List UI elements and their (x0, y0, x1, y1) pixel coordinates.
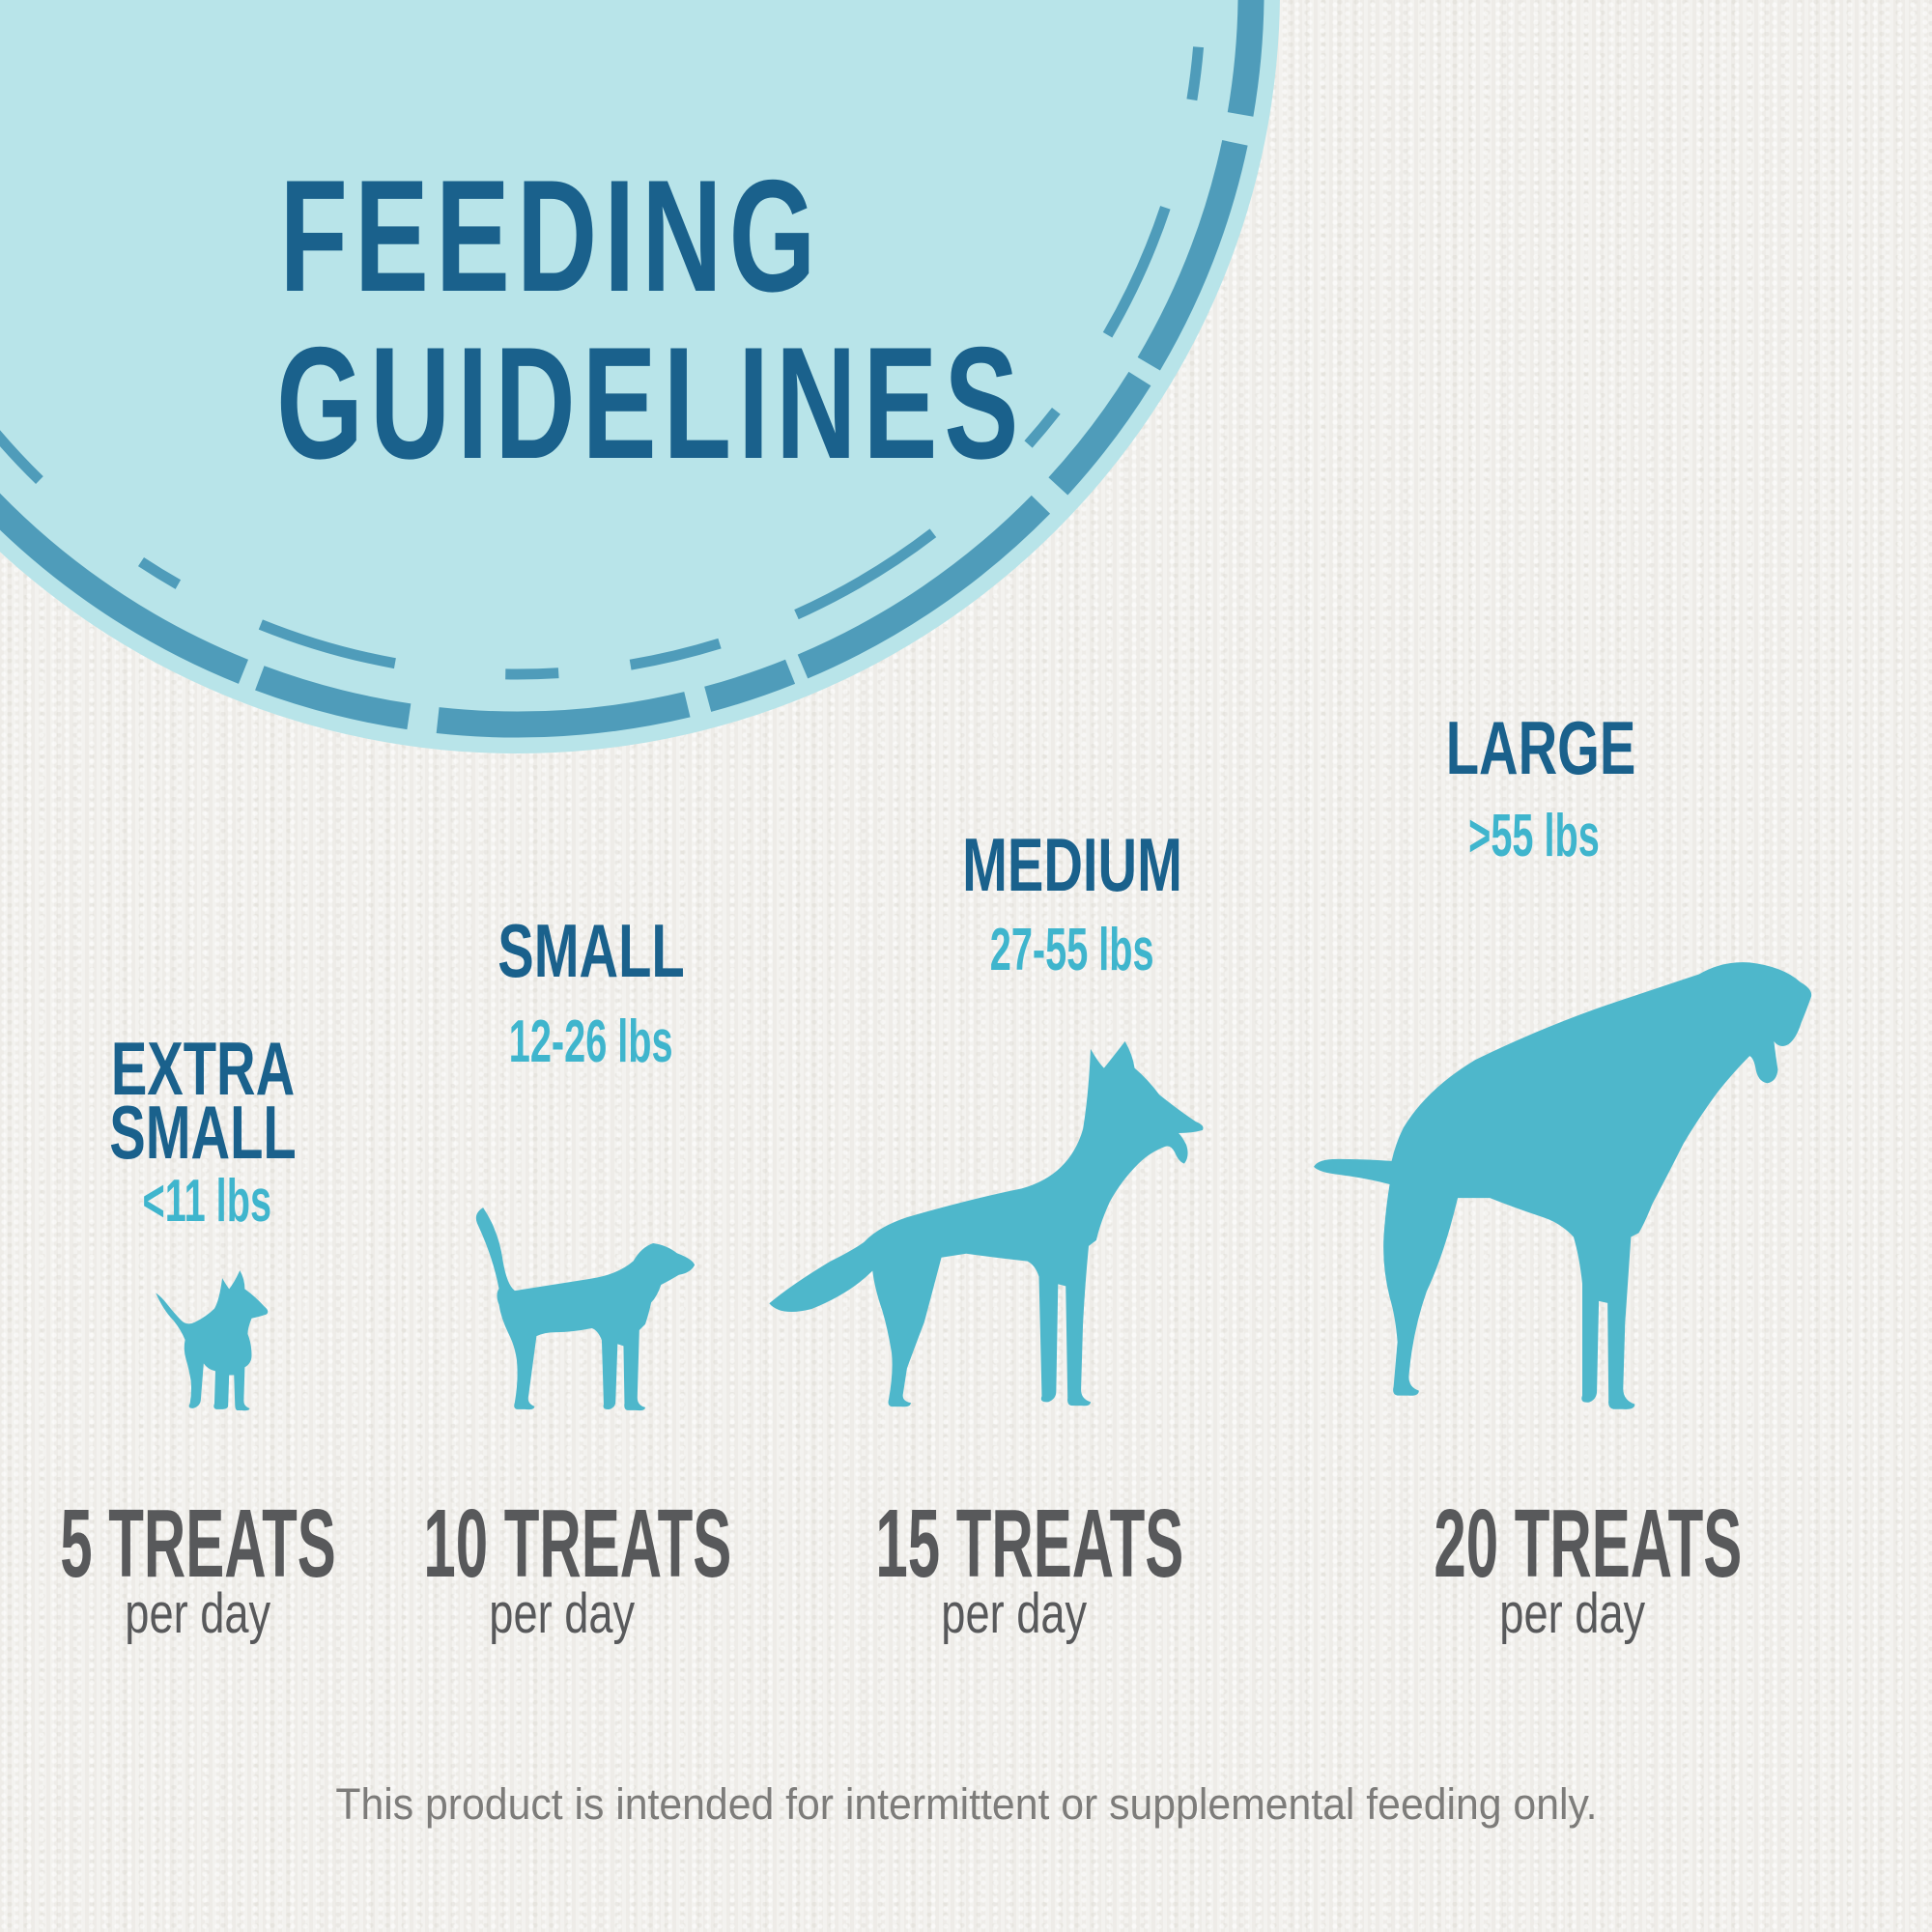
treats-count-small: 10 TREATS (423, 1490, 732, 1598)
dog-silhouette-large (1314, 962, 1812, 1409)
size-label-medium: MEDIUM (962, 822, 1182, 907)
treats-count-large: 20 TREATS (1434, 1490, 1743, 1598)
frequency-medium: per day (941, 1582, 1088, 1645)
dog-silhouette-small (475, 1208, 696, 1411)
size-label-large: LARGE (1445, 705, 1636, 790)
weight-range-medium: 27-55 lbs (990, 917, 1154, 983)
title-line-1: FEEDING (279, 147, 822, 325)
weight-range-small: 12-26 lbs (509, 1009, 673, 1075)
badge-stamp-ring-outer (0, 0, 1264, 738)
size-label-extra-small: EXTRA SMALL (109, 1026, 297, 1175)
disclaimer-text: This product is intended for intermitten… (334, 1779, 1598, 1829)
treats-count-medium: 15 TREATS (875, 1490, 1184, 1598)
dog-silhouette-extra-small (156, 1270, 269, 1411)
size-label-small: SMALL (497, 908, 685, 993)
weight-range-extra-small: <11 lbs (142, 1168, 271, 1235)
frequency-extra-small: per day (125, 1582, 271, 1645)
frequency-large: per day (1499, 1582, 1646, 1645)
dog-silhouette-medium (769, 1040, 1204, 1407)
weight-range-large: >55 lbs (1468, 803, 1600, 869)
frequency-small: per day (489, 1582, 636, 1645)
treats-count-extra-small: 5 TREATS (60, 1490, 336, 1598)
title-badge-circle (0, 0, 1280, 753)
title-line-2: GUIDELINES (276, 314, 1026, 493)
page-title: FEEDING GUIDELINES (116, 147, 1018, 488)
